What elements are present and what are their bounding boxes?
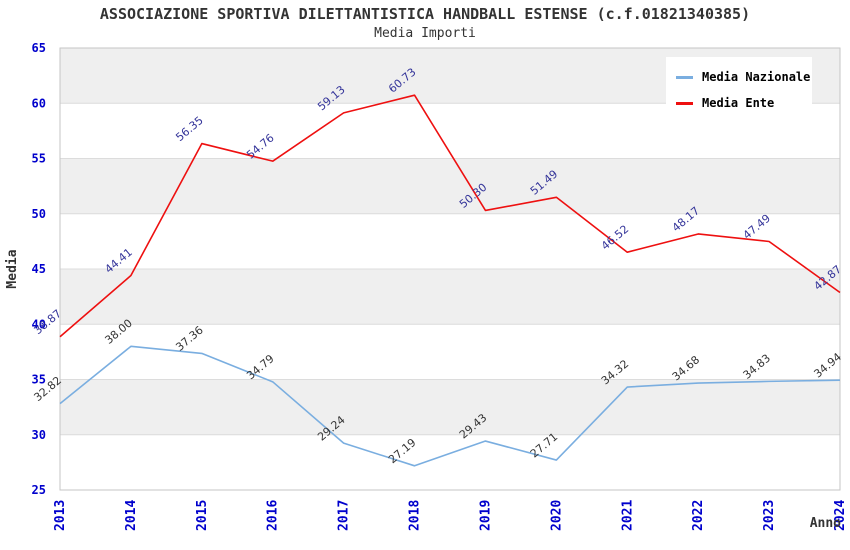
y-tick-label: 60	[32, 96, 46, 110]
legend-item-media-nazionale[interactable]: Media Nazionale	[676, 64, 812, 90]
x-axis-title: Anno	[810, 516, 841, 531]
series-line-media-nazionale[interactable]	[59, 345, 841, 467]
legend-label-media-ente: Media Ente	[702, 96, 775, 110]
x-tick-label: 2018	[408, 500, 423, 531]
y-tick-label: 30	[32, 428, 46, 442]
x-tick-label: 2021	[620, 500, 635, 531]
x-tick-label: 2023	[762, 500, 777, 531]
y-tick-label: 40	[32, 317, 46, 331]
plot-band	[60, 379, 840, 435]
x-tick-label: 2017	[337, 500, 352, 531]
y-tick-label: 45	[32, 262, 46, 276]
x-tick-label: 2015	[195, 500, 210, 531]
plot-band	[60, 269, 840, 325]
y-tick-label: 55	[32, 152, 46, 166]
chart-title: ASSOCIAZIONE SPORTIVA DILETTANTISTICA HA…	[99, 5, 751, 23]
series-line-media-ente[interactable]	[59, 94, 841, 338]
legend: Media Nazionale Media Ente	[666, 57, 812, 122]
y-tick-label: 25	[32, 483, 46, 497]
x-tick-label: 2014	[124, 500, 139, 531]
y-axis-title: Media	[5, 249, 20, 288]
chart-subtitle: Media Importi	[374, 26, 476, 41]
x-tick-label: 2022	[691, 500, 706, 531]
x-tick-label: 2024	[833, 500, 848, 531]
plot-border	[59, 47, 841, 491]
plot-band	[60, 158, 840, 214]
x-tick-label: 2013	[53, 500, 68, 531]
plot-band	[60, 324, 840, 380]
x-tick-label: 2020	[549, 500, 564, 531]
legend-swatch-media-ente-icon	[676, 101, 693, 105]
legend-item-media-ente[interactable]: Media Ente	[676, 90, 812, 116]
data-label-media-ente: 38.87	[32, 307, 64, 337]
y-tick-label: 35	[32, 373, 46, 387]
legend-swatch-media-nazionale-icon	[676, 75, 693, 79]
x-tick-label: 2016	[266, 500, 281, 531]
legend-label-media-nazionale: Media Nazionale	[702, 70, 811, 84]
x-tick-label: 2019	[478, 500, 493, 531]
y-tick-label: 50	[32, 207, 46, 221]
y-tick-label: 65	[32, 41, 46, 55]
plot-band	[60, 434, 840, 490]
plot-band	[60, 213, 840, 269]
